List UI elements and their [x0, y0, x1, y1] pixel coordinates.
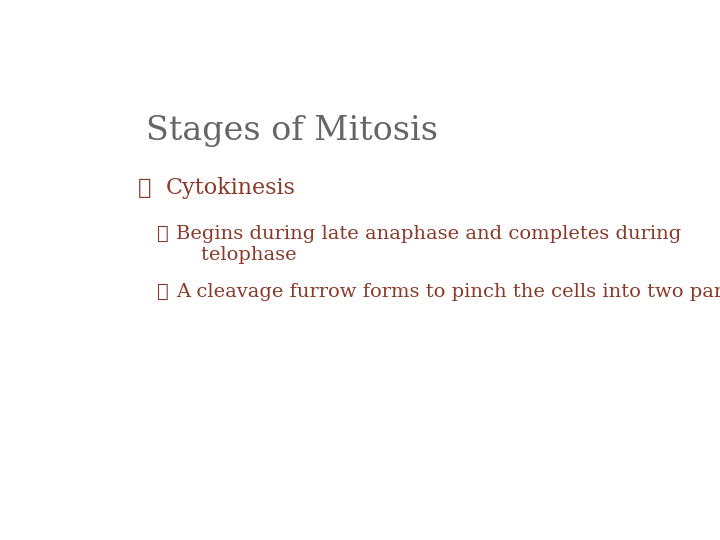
Text: Cytokinesis: Cytokinesis [166, 177, 295, 199]
Text: Begins during late anaphase and completes during
    telophase: Begins during late anaphase and complete… [176, 225, 682, 264]
Text: ❧: ❧ [138, 177, 150, 199]
FancyBboxPatch shape [84, 60, 654, 485]
Text: Stages of Mitosis: Stages of Mitosis [145, 114, 438, 147]
Text: ❧: ❧ [157, 283, 168, 301]
Text: ❧: ❧ [157, 225, 168, 243]
Text: A cleavage furrow forms to pinch the cells into two parts: A cleavage furrow forms to pinch the cel… [176, 283, 720, 301]
